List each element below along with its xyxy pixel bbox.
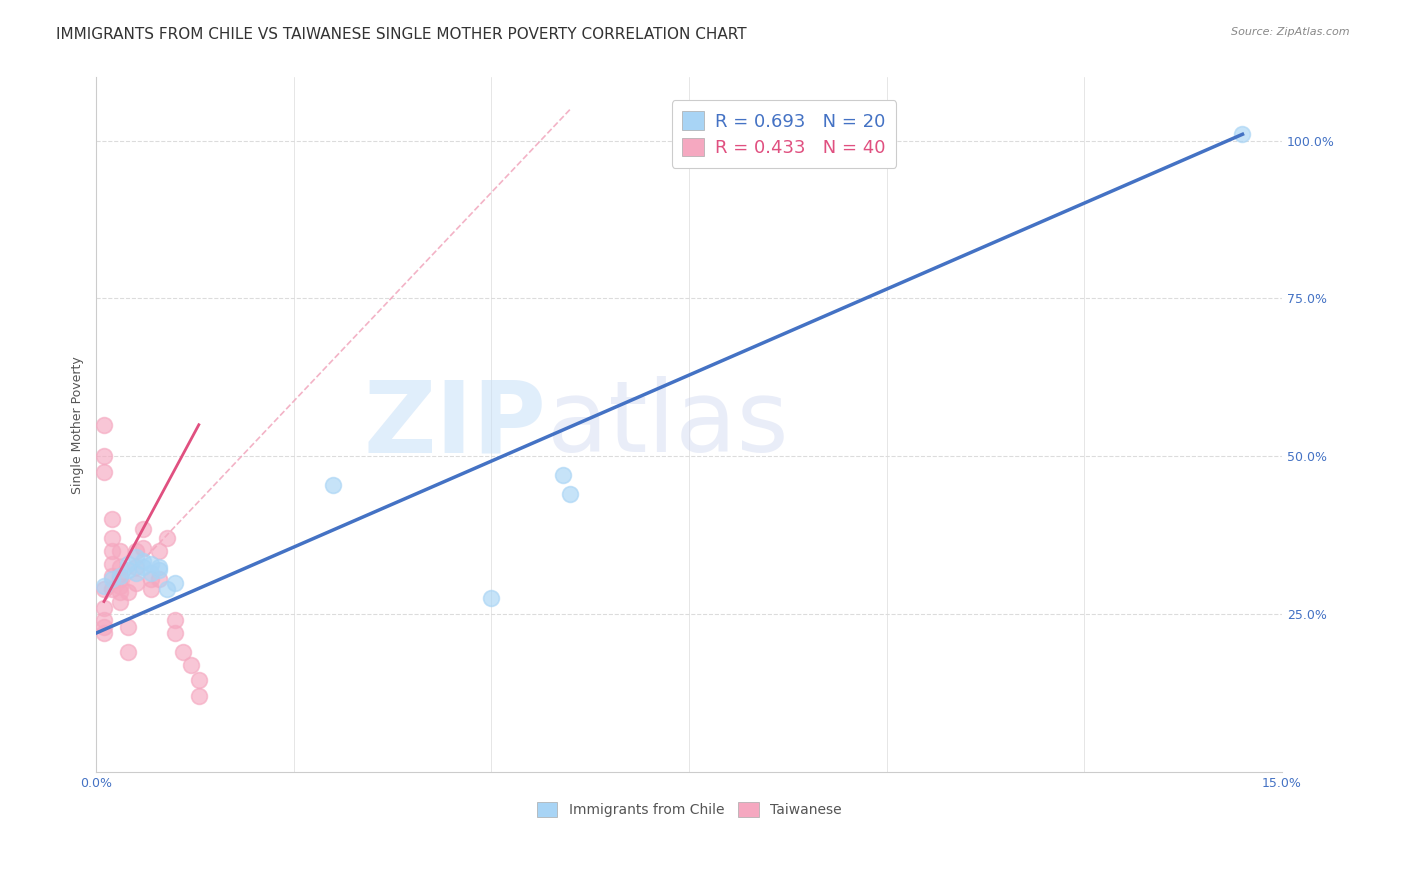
- Point: [551, 468, 574, 483]
- Point: [108, 594, 131, 608]
- Point: [132, 541, 155, 555]
- Point: [93, 620, 115, 634]
- Point: [165, 626, 187, 640]
- Point: [93, 465, 115, 479]
- Point: [93, 626, 115, 640]
- Point: [560, 487, 582, 501]
- Point: [156, 582, 179, 596]
- Point: [117, 585, 139, 599]
- Text: Source: ZipAtlas.com: Source: ZipAtlas.com: [1232, 27, 1350, 37]
- Point: [101, 569, 124, 583]
- Point: [148, 563, 170, 577]
- Point: [132, 522, 155, 536]
- Point: [148, 559, 170, 574]
- Point: [124, 575, 146, 590]
- Point: [148, 544, 170, 558]
- Text: IMMIGRANTS FROM CHILE VS TAIWANESE SINGLE MOTHER POVERTY CORRELATION CHART: IMMIGRANTS FROM CHILE VS TAIWANESE SINGL…: [56, 27, 747, 42]
- Point: [141, 557, 163, 571]
- Point: [108, 585, 131, 599]
- Point: [132, 559, 155, 574]
- Point: [156, 532, 179, 546]
- Point: [180, 657, 202, 672]
- Point: [1232, 128, 1254, 142]
- Point: [141, 573, 163, 587]
- Point: [124, 559, 146, 574]
- Point: [187, 690, 209, 704]
- Point: [141, 582, 163, 596]
- Point: [117, 563, 139, 577]
- Point: [165, 575, 187, 590]
- Point: [108, 559, 131, 574]
- Point: [132, 553, 155, 567]
- Point: [93, 614, 115, 628]
- Point: [187, 673, 209, 688]
- Point: [101, 582, 124, 596]
- Point: [101, 544, 124, 558]
- Point: [172, 645, 194, 659]
- Point: [93, 582, 115, 596]
- Point: [124, 544, 146, 558]
- Point: [165, 614, 187, 628]
- Text: atlas: atlas: [547, 376, 789, 474]
- Point: [322, 477, 344, 491]
- Point: [117, 645, 139, 659]
- Point: [117, 620, 139, 634]
- Point: [101, 557, 124, 571]
- Text: ZIP: ZIP: [364, 376, 547, 474]
- Point: [93, 450, 115, 464]
- Point: [101, 532, 124, 546]
- Point: [93, 600, 115, 615]
- Point: [479, 591, 502, 606]
- Point: [124, 550, 146, 565]
- Point: [93, 417, 115, 432]
- Point: [108, 579, 131, 593]
- Y-axis label: Single Mother Poverty: Single Mother Poverty: [72, 356, 84, 493]
- Point: [108, 573, 131, 587]
- Point: [148, 573, 170, 587]
- Point: [124, 566, 146, 581]
- Point: [101, 512, 124, 526]
- Point: [93, 579, 115, 593]
- Point: [108, 569, 131, 583]
- Point: [141, 566, 163, 581]
- Point: [108, 544, 131, 558]
- Point: [108, 569, 131, 583]
- Legend: Immigrants from Chile, Taiwanese: Immigrants from Chile, Taiwanese: [530, 796, 848, 824]
- Point: [101, 573, 124, 587]
- Point: [117, 557, 139, 571]
